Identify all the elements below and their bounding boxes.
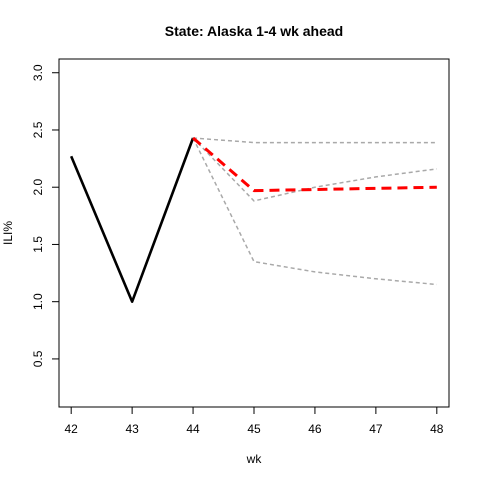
chart-title: State: Alaska 1-4 wk ahead [165, 23, 343, 39]
x-tick-label: 43 [125, 422, 139, 436]
y-tick-label: 0.5 [31, 350, 45, 367]
y-axis-label: ILI% [1, 221, 15, 245]
forecast-series-line [192, 136, 437, 193]
x-tick-label: 46 [308, 422, 322, 436]
y-tick-label: 1.0 [31, 293, 45, 310]
y-tick-label: 3.0 [31, 64, 45, 81]
axes-group: 42 43 44 45 46 47 48 0.5 1.0 1.5 2.0 2.5 3.0 [31, 64, 444, 436]
x-tick-label: 42 [65, 422, 79, 436]
plot-frame [58, 58, 450, 408]
x-tick-label: 47 [369, 422, 383, 436]
x-tick-label: 48 [430, 422, 444, 436]
middle-bound-series-line [192, 137, 437, 202]
y-tick-label: 2.5 [31, 121, 45, 138]
x-tick-label: 44 [186, 422, 200, 436]
series-layer [69, 136, 437, 303]
observed-series-line [69, 137, 195, 303]
x-axis-label: wk [246, 452, 263, 466]
x-tick-label: 45 [247, 422, 261, 436]
y-tick-label: 1.5 [31, 236, 45, 253]
lower-bound-series-line [192, 137, 437, 286]
upper-bound-series-line [193, 137, 437, 144]
y-tick-label: 2.0 [31, 179, 45, 196]
